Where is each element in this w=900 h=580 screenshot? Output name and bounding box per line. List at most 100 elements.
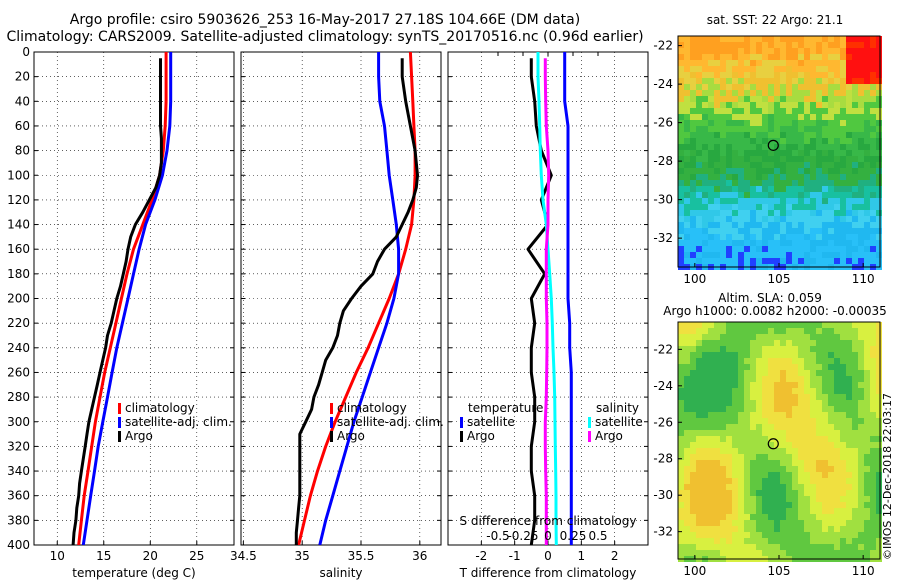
map-cell: [696, 168, 702, 174]
map-cell: [804, 204, 810, 210]
map-cell: [726, 210, 732, 216]
map-cell: [684, 406, 690, 412]
map-cell: [696, 186, 702, 192]
map-cell: [696, 352, 702, 358]
map-cell: [786, 334, 792, 340]
map-cell: [678, 180, 684, 186]
map-cell: [714, 346, 720, 352]
depth-tick-label: 0: [22, 45, 30, 59]
map-cell: [840, 472, 846, 478]
map-cell: [786, 192, 792, 198]
map-cell: [756, 114, 762, 120]
map-cell: [678, 252, 684, 258]
map-cell: [876, 42, 882, 48]
map-cell: [744, 138, 750, 144]
map-cell: [870, 412, 876, 418]
map-cell: [708, 508, 714, 514]
map-cell: [750, 544, 756, 550]
map-cell: [684, 222, 690, 228]
map-cell: [756, 430, 762, 436]
map-cell: [726, 258, 732, 264]
map-cell: [696, 198, 702, 204]
map-cell: [678, 406, 684, 412]
map-cell: [792, 532, 798, 538]
map-cell: [762, 96, 768, 102]
salinity-diff-tick-label: 0.5: [588, 529, 607, 543]
map-cell: [714, 466, 720, 472]
map-cell: [690, 198, 696, 204]
map-cell: [684, 240, 690, 246]
map-cell: [858, 144, 864, 150]
map-cell: [738, 72, 744, 78]
map-cell: [816, 466, 822, 472]
map-cell: [798, 204, 804, 210]
map-cell: [816, 352, 822, 358]
map-cell: [780, 234, 786, 240]
map-cell: [834, 156, 840, 162]
map-cell: [678, 340, 684, 346]
map-cell: [876, 400, 882, 406]
map-cell: [852, 126, 858, 132]
map-cell: [822, 538, 828, 544]
map-cell: [876, 466, 882, 472]
map-cell: [780, 150, 786, 156]
map-cell: [828, 156, 834, 162]
map-cell: [870, 328, 876, 334]
map-cell: [786, 234, 792, 240]
map-cell: [702, 544, 708, 550]
map-cell: [816, 490, 822, 496]
map-cell: [864, 418, 870, 424]
map-cell: [774, 352, 780, 358]
map-cell: [870, 138, 876, 144]
map-cell: [792, 150, 798, 156]
map-cell: [798, 502, 804, 508]
map-cell: [870, 132, 876, 138]
map-cell: [678, 216, 684, 222]
map-cell: [852, 90, 858, 96]
map-cell: [762, 364, 768, 370]
map-cell: [696, 502, 702, 508]
map-cell: [798, 532, 804, 538]
map-cell: [798, 370, 804, 376]
map-cell: [858, 192, 864, 198]
map-cell: [750, 400, 756, 406]
map-cell: [870, 114, 876, 120]
map-cell: [840, 258, 846, 264]
map-cell: [816, 472, 822, 478]
map-cell: [792, 84, 798, 90]
depth-tick-label: 120: [7, 193, 30, 207]
map-cell: [726, 388, 732, 394]
map-cell: [756, 168, 762, 174]
temperature-legend-swatch: [118, 417, 121, 428]
map-cell: [876, 538, 882, 544]
map-cell: [744, 544, 750, 550]
map-cell: [732, 258, 738, 264]
map-cell: [750, 340, 756, 346]
map-cell: [792, 346, 798, 352]
map-cell: [762, 60, 768, 66]
map-cell: [828, 472, 834, 478]
map-cell: [864, 210, 870, 216]
map-cell: [756, 424, 762, 430]
map-cell: [816, 484, 822, 490]
map-cell: [786, 448, 792, 454]
map-cell: [768, 406, 774, 412]
map-cell: [786, 132, 792, 138]
map-cell: [792, 418, 798, 424]
map-cell: [822, 352, 828, 358]
map-cell: [834, 234, 840, 240]
map-cell: [708, 454, 714, 460]
map-cell: [690, 258, 696, 264]
map-cell: [720, 382, 726, 388]
map-cell: [744, 132, 750, 138]
map-cell: [816, 394, 822, 400]
map-cell: [738, 66, 744, 72]
map-cell: [828, 526, 834, 532]
map-cell: [732, 102, 738, 108]
map-cell: [768, 454, 774, 460]
map-cell: [822, 198, 828, 204]
map-cell: [876, 108, 882, 114]
map-cell: [840, 204, 846, 210]
map-cell: [702, 42, 708, 48]
